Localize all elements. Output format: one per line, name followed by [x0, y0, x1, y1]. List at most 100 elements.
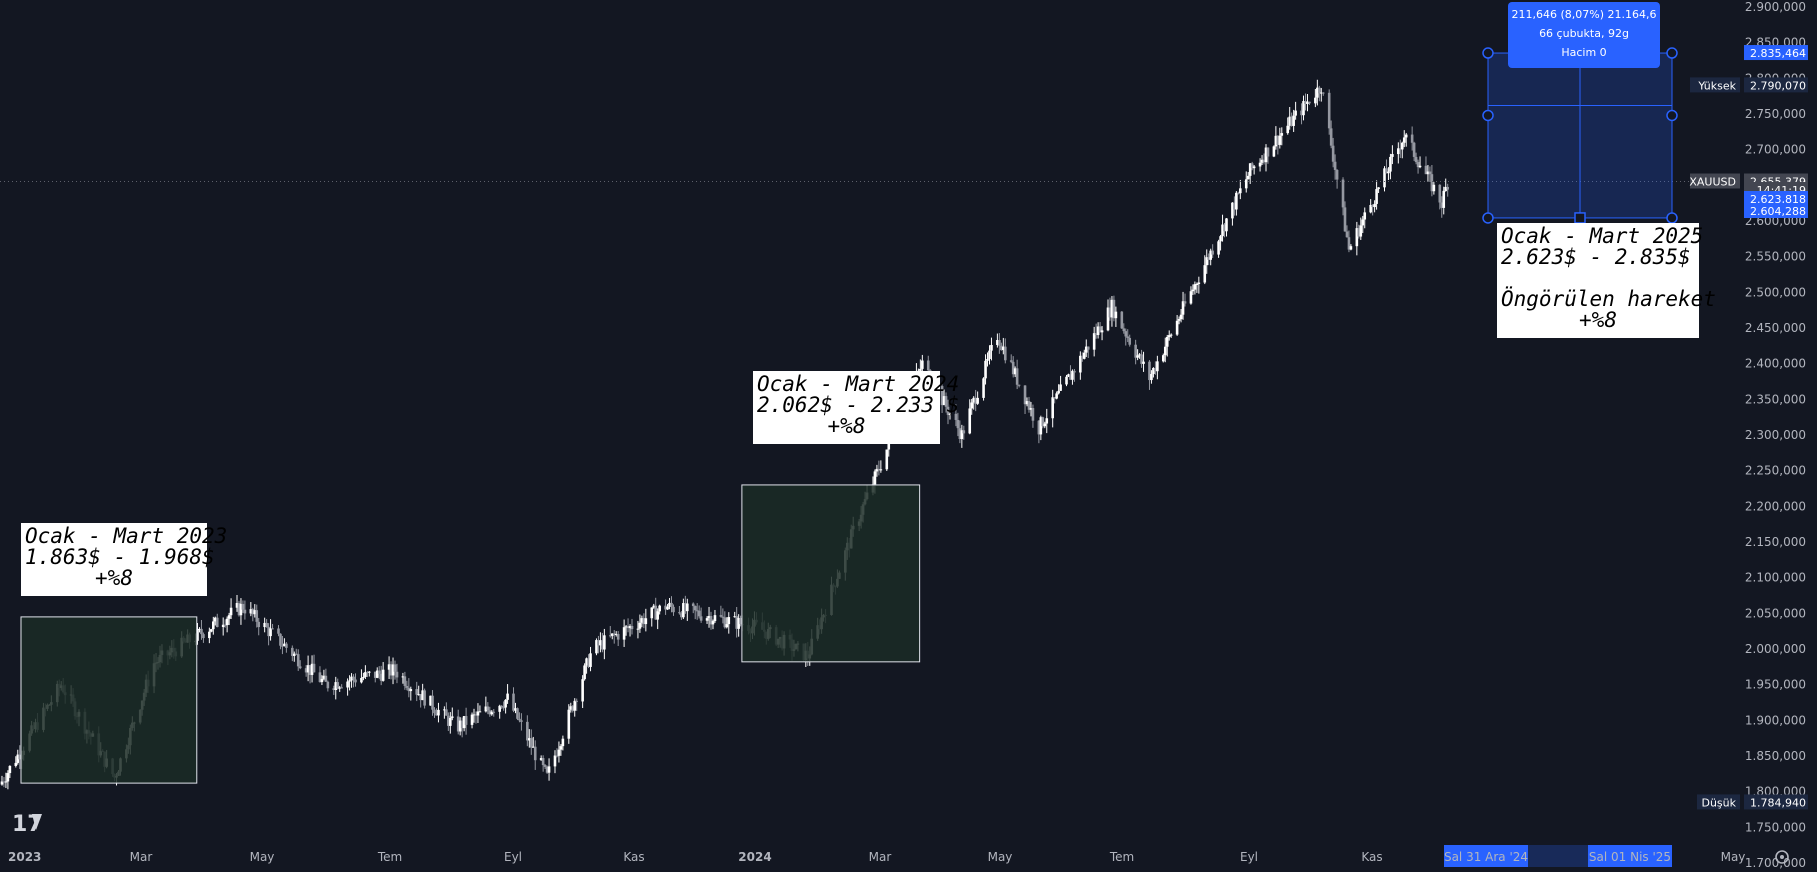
candle — [1177, 316, 1181, 325]
candle-body — [320, 678, 324, 683]
measure-handle[interactable] — [1482, 109, 1494, 122]
candle — [984, 354, 987, 385]
candle — [1266, 147, 1270, 164]
candle-body — [1163, 346, 1167, 356]
price-tag-label: Yüksek — [1697, 79, 1736, 92]
candle-body — [1292, 115, 1295, 126]
settings-gear-icon[interactable] — [1775, 850, 1789, 864]
candle-body — [460, 720, 464, 729]
candle — [875, 464, 879, 477]
candle — [310, 655, 314, 683]
time-tick-label: Mar — [869, 850, 892, 864]
tradingview-logo[interactable]: 17 — [12, 812, 43, 837]
candle — [970, 398, 974, 415]
candle — [1027, 396, 1031, 413]
measure-handle[interactable] — [1666, 47, 1678, 59]
candle — [1136, 349, 1139, 361]
candle-body — [1300, 110, 1303, 116]
candle-body — [539, 758, 543, 761]
price-tags: 2.835,4642.790,070Yüksek2.655,379XAUUSD1… — [1689, 45, 1808, 810]
candle-body — [1069, 374, 1072, 380]
candle-body — [1110, 299, 1114, 318]
candle-body — [1165, 336, 1169, 347]
candle — [1221, 214, 1224, 242]
candle — [1278, 127, 1282, 149]
candle-body — [253, 610, 257, 615]
candle — [389, 661, 393, 680]
range-box[interactable] — [20, 616, 198, 784]
range-box[interactable] — [741, 484, 921, 663]
time-axis[interactable]: 2023 Mar May Tem Eyl Kas 2024 Mar May Tem Eyl Kas Ma… — [8, 845, 1745, 867]
candle-body — [1193, 284, 1197, 290]
candle-body — [1412, 142, 1416, 157]
candle-body — [368, 671, 371, 673]
measure-tool[interactable]: 211,646 (8,07%) 21.164,6 66 çubukta, 92g H… — [1482, 2, 1678, 224]
measure-handle-square[interactable] — [1574, 212, 1586, 224]
annotation-box — [21, 523, 207, 596]
candle — [996, 333, 999, 348]
candle-body — [1428, 171, 1432, 175]
candle — [587, 654, 590, 669]
measure-handle[interactable] — [1666, 212, 1678, 224]
price-tag: 1.784,940 Düşük — [1697, 794, 1808, 810]
candle — [229, 598, 233, 620]
candle — [638, 614, 642, 633]
candle-body — [962, 430, 966, 434]
candle — [956, 412, 960, 437]
candle-body — [1302, 101, 1305, 116]
candle — [1345, 225, 1349, 238]
candle-body — [514, 708, 517, 711]
candle-body — [504, 699, 507, 708]
candle-body — [1191, 289, 1195, 292]
candle-body — [664, 605, 667, 610]
candle — [972, 396, 975, 410]
candle — [1094, 323, 1098, 339]
candle — [954, 404, 958, 427]
candle-body — [1134, 344, 1137, 358]
measure-handle[interactable] — [1666, 109, 1678, 122]
price-tag-label-bg — [1690, 173, 1740, 189]
candle-body — [713, 615, 717, 622]
candle — [603, 628, 606, 660]
candle-body — [597, 640, 600, 646]
candle-body — [458, 720, 462, 732]
candle — [1108, 297, 1112, 321]
candle-body — [255, 610, 259, 622]
candle — [223, 619, 227, 628]
candle — [1442, 186, 1446, 215]
candle-body — [462, 716, 466, 729]
measure-handle[interactable] — [1482, 212, 1494, 224]
candle — [1321, 92, 1325, 96]
candle-body — [1195, 283, 1199, 285]
measure-handle[interactable] — [1482, 47, 1494, 59]
candle-body — [735, 616, 738, 629]
candle-body — [1071, 370, 1074, 380]
candle — [614, 631, 618, 637]
candle — [567, 704, 571, 744]
candle-body — [1179, 314, 1183, 320]
candle-body — [1203, 265, 1207, 283]
candle — [555, 748, 559, 758]
candle-body — [1205, 257, 1209, 266]
candle — [1120, 310, 1124, 329]
candle — [1031, 404, 1035, 428]
candle-body — [998, 340, 1001, 346]
candle — [640, 615, 644, 628]
time-tick-label: May — [1721, 850, 1746, 864]
candle-body — [1239, 188, 1242, 194]
candle-body — [996, 340, 999, 345]
candle — [1179, 309, 1183, 323]
candle — [1369, 199, 1372, 214]
candle — [502, 701, 505, 711]
candle — [298, 660, 302, 670]
candle — [433, 707, 436, 718]
candle-body — [379, 673, 383, 681]
candle-body — [312, 663, 316, 673]
candle-body — [401, 676, 405, 678]
candle-body — [543, 765, 547, 767]
candle-body — [1221, 224, 1224, 237]
